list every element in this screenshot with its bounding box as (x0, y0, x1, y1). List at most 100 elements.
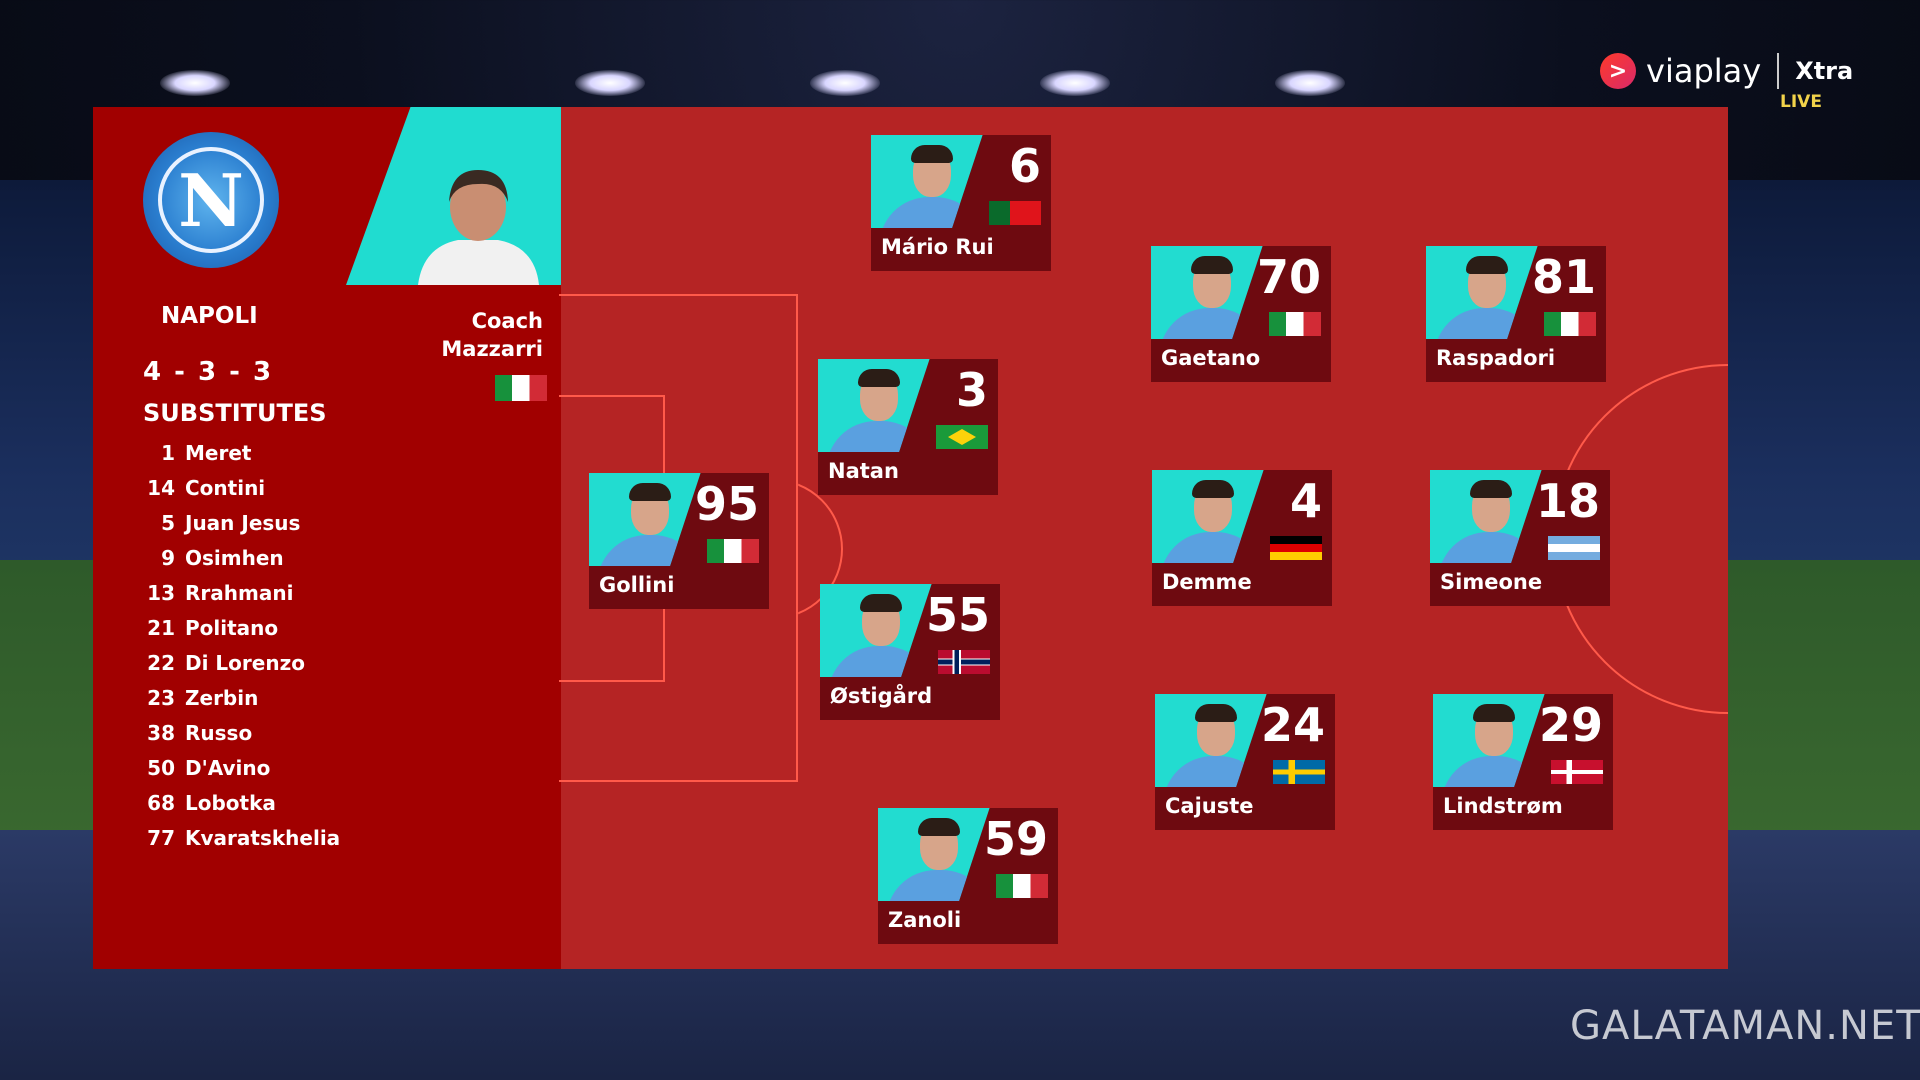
flag-icon (1273, 760, 1325, 784)
floodlight (160, 70, 230, 96)
watermark: GALATAMAN.NET (1570, 1003, 1920, 1049)
penalty-area-line (559, 294, 798, 782)
substitute-name: Kvaratskhelia (185, 825, 341, 850)
live-badge: LIVE (1780, 92, 1822, 112)
player-card: 18 Simeone (1430, 470, 1610, 606)
substitute-item: 9 Osimhen (135, 540, 340, 575)
substitute-name: Contini (185, 475, 266, 500)
floodlight (1040, 70, 1110, 96)
crest-letter: N (158, 147, 264, 253)
flag-icon (996, 874, 1048, 898)
player-card: 95 Gollini (589, 473, 769, 609)
player-photo (871, 135, 983, 228)
player-number: 4 (1289, 474, 1322, 528)
player-number: 81 (1531, 250, 1596, 304)
coach-name: Mazzarri (441, 337, 543, 361)
team-name: NAPOLI (161, 303, 258, 329)
player-name: Lindstrøm (1443, 794, 1563, 818)
player-card: 55 Østigård (820, 584, 1000, 720)
substitutes-title: SUBSTITUTES (143, 399, 327, 427)
substitute-number: 21 (147, 615, 175, 640)
player-card: 29 Lindstrøm (1433, 694, 1613, 830)
substitute-number: 50 (147, 755, 175, 780)
substitute-name: Russo (185, 720, 253, 745)
substitute-item: 1 Meret (135, 435, 340, 470)
player-name: Raspadori (1436, 346, 1556, 370)
player-number: 59 (983, 812, 1048, 866)
substitute-name: Lobotka (185, 790, 276, 815)
flag-icon (1269, 312, 1321, 336)
napoli-crest-logo: N (143, 132, 279, 268)
player-photo (1151, 246, 1263, 339)
floodlight (1275, 70, 1345, 96)
player-number: 6 (1008, 139, 1041, 193)
flag-icon (1270, 536, 1322, 560)
flag-icon (1548, 536, 1600, 560)
substitute-name: Juan Jesus (185, 510, 301, 535)
player-number: 24 (1260, 698, 1325, 752)
substitute-number: 1 (161, 440, 175, 465)
player-name: Natan (828, 459, 899, 483)
floodlight (810, 70, 880, 96)
player-card: 6 Mário Rui (871, 135, 1051, 271)
player-photo (820, 584, 932, 677)
floodlight (575, 70, 645, 96)
team-info-panel: N NAPOLI Coach Mazzarri 4 - 3 - 3 SUBSTI… (93, 107, 561, 969)
player-card: 70 Gaetano (1151, 246, 1331, 382)
substitute-name: D'Avino (185, 755, 271, 780)
lineup-panel: N NAPOLI Coach Mazzarri 4 - 3 - 3 SUBSTI… (93, 107, 1728, 969)
substitute-item: 77 Kvaratskhelia (135, 820, 340, 855)
substitute-item: 23 Zerbin (135, 680, 340, 715)
player-name: Østigård (830, 684, 933, 708)
flag-icon (989, 201, 1041, 225)
player-card: 24 Cajuste (1155, 694, 1335, 830)
substitute-number: 77 (147, 825, 175, 850)
player-number: 95 (694, 477, 759, 531)
player-name: Cajuste (1165, 794, 1254, 818)
player-card: 81 Raspadori (1426, 246, 1606, 382)
substitute-name: Zerbin (185, 685, 259, 710)
substitute-number: 22 (147, 650, 175, 675)
broadcaster-name: viaplay (1646, 52, 1762, 90)
substitute-item: 13 Rrahmani (135, 575, 340, 610)
substitutes-list: 1 Meret 14 Contini 5 Juan Jesus 9 Osimhen 13 Rrah… (135, 435, 340, 855)
divider (1777, 53, 1780, 89)
substitute-name: Di Lorenzo (185, 650, 305, 675)
coach-info: Coach Mazzarri (441, 307, 543, 363)
player-number: 70 (1256, 250, 1321, 304)
flag-icon (707, 539, 759, 563)
substitute-number: 14 (147, 475, 175, 500)
substitute-item: 38 Russo (135, 715, 340, 750)
italy-flag-icon (495, 375, 547, 401)
substitute-item: 14 Contini (135, 470, 340, 505)
substitute-number: 68 (147, 790, 175, 815)
formation: 4 - 3 - 3 (143, 357, 274, 387)
player-name: Zanoli (888, 908, 962, 932)
player-number: 29 (1538, 698, 1603, 752)
substitute-number: 38 (147, 720, 175, 745)
substitute-item: 21 Politano (135, 610, 340, 645)
player-number: 55 (925, 588, 990, 642)
flag-icon (938, 650, 990, 674)
substitute-name: Osimhen (185, 545, 284, 570)
substitute-name: Politano (185, 615, 279, 640)
substitute-number: 23 (147, 685, 175, 710)
flag-icon (1551, 760, 1603, 784)
substitute-name: Rrahmani (185, 580, 294, 605)
player-name: Simeone (1440, 570, 1543, 594)
player-name: Mário Rui (881, 235, 994, 259)
substitute-number: 13 (147, 580, 175, 605)
substitute-item: 22 Di Lorenzo (135, 645, 340, 680)
substitute-number: 9 (161, 545, 175, 570)
coach-photo (418, 170, 539, 285)
player-card: 59 Zanoli (878, 808, 1058, 944)
flag-icon (936, 425, 988, 449)
channel-name: Xtra (1795, 57, 1854, 85)
player-name: Demme (1162, 570, 1252, 594)
coach-label: Coach (471, 309, 543, 333)
play-icon: > (1600, 53, 1636, 89)
substitute-item: 5 Juan Jesus (135, 505, 340, 540)
player-name: Gollini (599, 573, 675, 597)
player-name: Gaetano (1161, 346, 1261, 370)
broadcaster-logo: > viaplay Xtra (1600, 52, 1853, 90)
